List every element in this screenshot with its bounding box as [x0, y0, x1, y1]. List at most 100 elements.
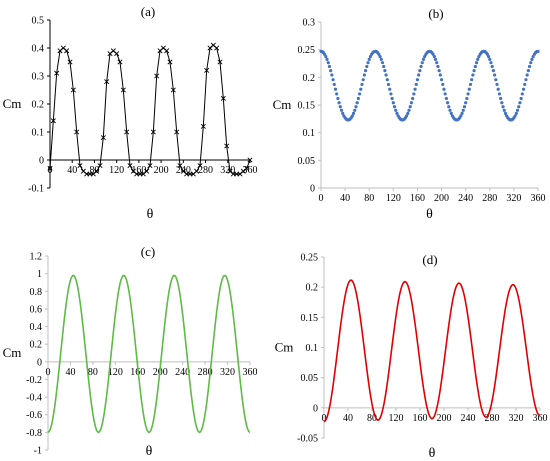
panel-c-x-tick-label: 80	[88, 367, 98, 378]
panel-b-data-point	[390, 96, 394, 101]
panel-b-data-point	[362, 73, 366, 77]
panel-a-x-tick-label: 200	[154, 165, 169, 176]
panel-c-y-tick-label: -1	[34, 446, 42, 457]
panel-b-data-point	[366, 61, 370, 65]
panel-b-y-tick-label: 0.05	[298, 156, 316, 167]
panel-c-y-tick-label: -0.4	[26, 393, 42, 404]
panel-b-data-point	[491, 68, 495, 73]
panel-b-data-point	[467, 87, 471, 91]
panel-c-y-tick-label: -0.2	[26, 375, 42, 386]
panel-b-data-point	[486, 54, 491, 59]
panel-a-data-point	[50, 118, 56, 124]
panel-b-data-point	[357, 92, 362, 96]
panel-b-data-point	[503, 111, 508, 115]
panel-b-data-point	[394, 108, 398, 112]
panel-b-data-point	[519, 96, 523, 101]
panel-b-data-point	[409, 101, 414, 105]
panel-b-data-point	[360, 82, 364, 87]
panel-b-data-point	[382, 64, 386, 69]
panel-b-data-point	[465, 96, 469, 101]
panel-b-data-point	[350, 114, 354, 118]
panel-b-data-point	[411, 96, 415, 101]
panel-a-data-point	[150, 129, 156, 135]
panel-a-data-point	[144, 168, 150, 174]
panel-b-data-point	[339, 108, 344, 112]
panel-a-x-tick-label: 360	[243, 165, 258, 176]
panel-c-y-tick-label: 1	[37, 269, 42, 280]
panel-a-y-tick-label: 0.2	[32, 100, 45, 111]
panel-b-data-point	[488, 57, 492, 61]
panel-a-data-point	[167, 59, 173, 65]
panel-b-data-point	[502, 108, 506, 112]
panel-c-y-tick-label: 0.2	[30, 340, 43, 351]
panel-d-x-tick-label: 240	[461, 413, 476, 424]
panel-b-data-point	[476, 57, 480, 61]
panel-a-data-point	[104, 79, 110, 85]
panel-d-y-axis-label: Cm	[275, 340, 294, 355]
panel-b-data-point	[329, 68, 333, 73]
panel-a-data-point	[124, 129, 130, 135]
panel-a-data-point	[197, 163, 203, 169]
panel-b-data-point	[336, 96, 340, 101]
panel-b-data-point	[407, 108, 411, 112]
panel-b-data-point	[389, 92, 393, 96]
panel-b-label: (b)	[428, 6, 443, 21]
panel-d-x-tick-label: 360	[533, 413, 548, 424]
panel-b-data-point	[420, 61, 424, 65]
panel-b-data-point	[380, 61, 385, 65]
panel-c-label: (c)	[141, 244, 155, 259]
panel-d-y-tick-label: -0.05	[297, 434, 318, 445]
panel-d-y-tick-label: 0	[313, 403, 318, 414]
panel-c-y-tick-label: 0.8	[30, 287, 43, 298]
panel-d-y-tick-label: 0.2	[306, 283, 319, 294]
panel-b-data-point	[501, 105, 505, 109]
panel-b-data-point	[332, 82, 336, 87]
panel-b-data-point	[443, 92, 447, 96]
panel-b-data-point	[365, 64, 369, 69]
panel-b-data-point	[438, 73, 442, 77]
panel-b-data-point	[525, 73, 529, 77]
panel-b-data-point	[406, 111, 410, 115]
panel-a-data-point	[94, 168, 100, 174]
panel-a-data-point	[214, 45, 220, 51]
panel-b-data-point	[359, 87, 363, 91]
panel-b-data-point	[331, 78, 335, 82]
panel-a-x-tick-label: 160	[131, 165, 146, 176]
panel-a-y-tick-label: 0.4	[32, 44, 45, 55]
panel-d-y-tick-label: 0.25	[301, 253, 319, 264]
panel-d-x-axis-label: θ	[429, 446, 436, 461]
panel-c-x-tick-label: 0	[46, 367, 51, 378]
panel-b-data-point	[391, 101, 395, 105]
panel-b-data-point	[364, 68, 368, 73]
panel-c-x-axis-label: θ	[146, 444, 153, 459]
panel-d-y-tick-label: 0.05	[301, 373, 319, 384]
panel-b-data-point	[386, 82, 391, 87]
panel-b-data-point	[353, 108, 357, 112]
panel-b-y-tick-label: 0.15	[298, 101, 316, 112]
panel-b-data-point	[460, 111, 464, 115]
panel-a-y-axis-label: Cm	[3, 96, 22, 111]
panel-a-data-point	[224, 143, 230, 149]
panel-a-data-point	[47, 165, 53, 171]
panel-b-data-point	[433, 57, 438, 61]
panel-b-x-tick-label: 160	[410, 193, 425, 204]
panel-a-data-point	[100, 135, 106, 141]
panel-b-data-point	[521, 87, 526, 91]
panel-b-data-point	[327, 64, 332, 69]
panel-b-data-point	[388, 87, 392, 91]
panel-b-data-point	[324, 54, 328, 59]
panel-b-data-point	[437, 68, 441, 73]
panel-b-data-point	[417, 73, 421, 77]
panel-d-y-tick-label: 0.15	[301, 313, 319, 324]
panel-c-y-tick-label: 1.2	[30, 252, 43, 263]
panel-b-data-point	[496, 87, 500, 91]
panel-a-data-point	[120, 87, 126, 93]
panel-a-data-point	[77, 163, 83, 169]
panel-d-x-tick-label: 80	[367, 413, 377, 424]
panel-c-y-tick-label: 0.4	[30, 322, 43, 333]
panel-a-data-point	[154, 73, 160, 79]
panel-d-x-tick-label: 160	[413, 413, 428, 424]
panel-a-data-point	[147, 163, 153, 169]
panel-b-data-point	[325, 57, 329, 61]
panel-c-series-line	[47, 274, 251, 434]
